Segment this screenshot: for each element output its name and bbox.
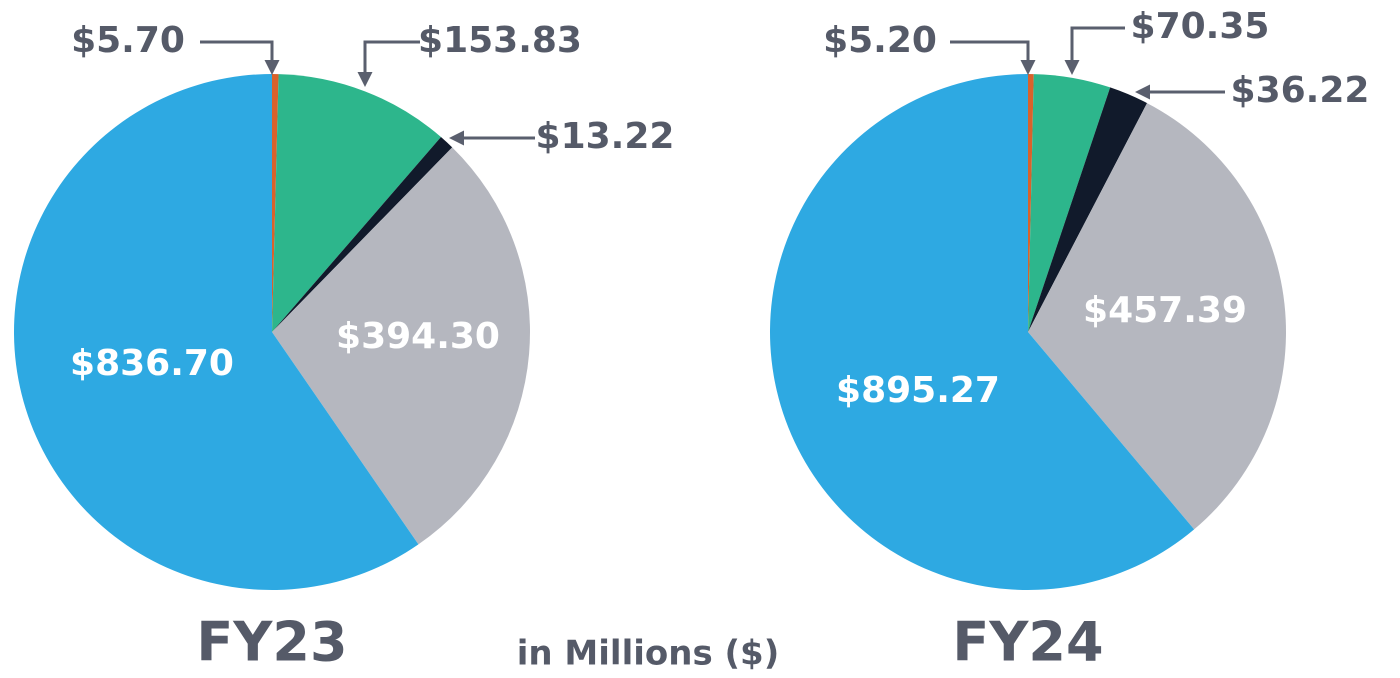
chart-title: FY24 <box>952 611 1103 674</box>
pie-slice <box>272 74 441 333</box>
arrow <box>950 40 1036 75</box>
value-label: $836.70 <box>70 343 234 384</box>
arrow <box>357 40 420 87</box>
arrow <box>1064 26 1125 75</box>
value-label: $36.22 <box>1231 70 1370 111</box>
pie-slice <box>769 74 1195 590</box>
value-label: $394.30 <box>336 316 500 357</box>
pie-slice <box>13 74 419 590</box>
value-label: $70.35 <box>1131 6 1270 47</box>
caption: in Millions ($) <box>517 634 780 674</box>
value-label: $13.22 <box>536 116 675 157</box>
pie-slice <box>272 74 279 332</box>
value-label: $895.27 <box>836 370 1000 411</box>
value-label: $5.20 <box>823 20 937 61</box>
pie-slice <box>1028 74 1034 332</box>
value-label: $5.70 <box>71 20 185 61</box>
pie-slice <box>1028 103 1286 530</box>
pie-slice <box>272 137 453 332</box>
pie-slice <box>1028 87 1148 332</box>
pie-slice <box>1028 74 1111 332</box>
arrow <box>200 40 280 75</box>
value-label: $457.39 <box>1083 290 1247 331</box>
pie-slice <box>272 147 531 545</box>
value-label: $153.83 <box>418 20 582 61</box>
chart-title: FY23 <box>196 611 347 674</box>
